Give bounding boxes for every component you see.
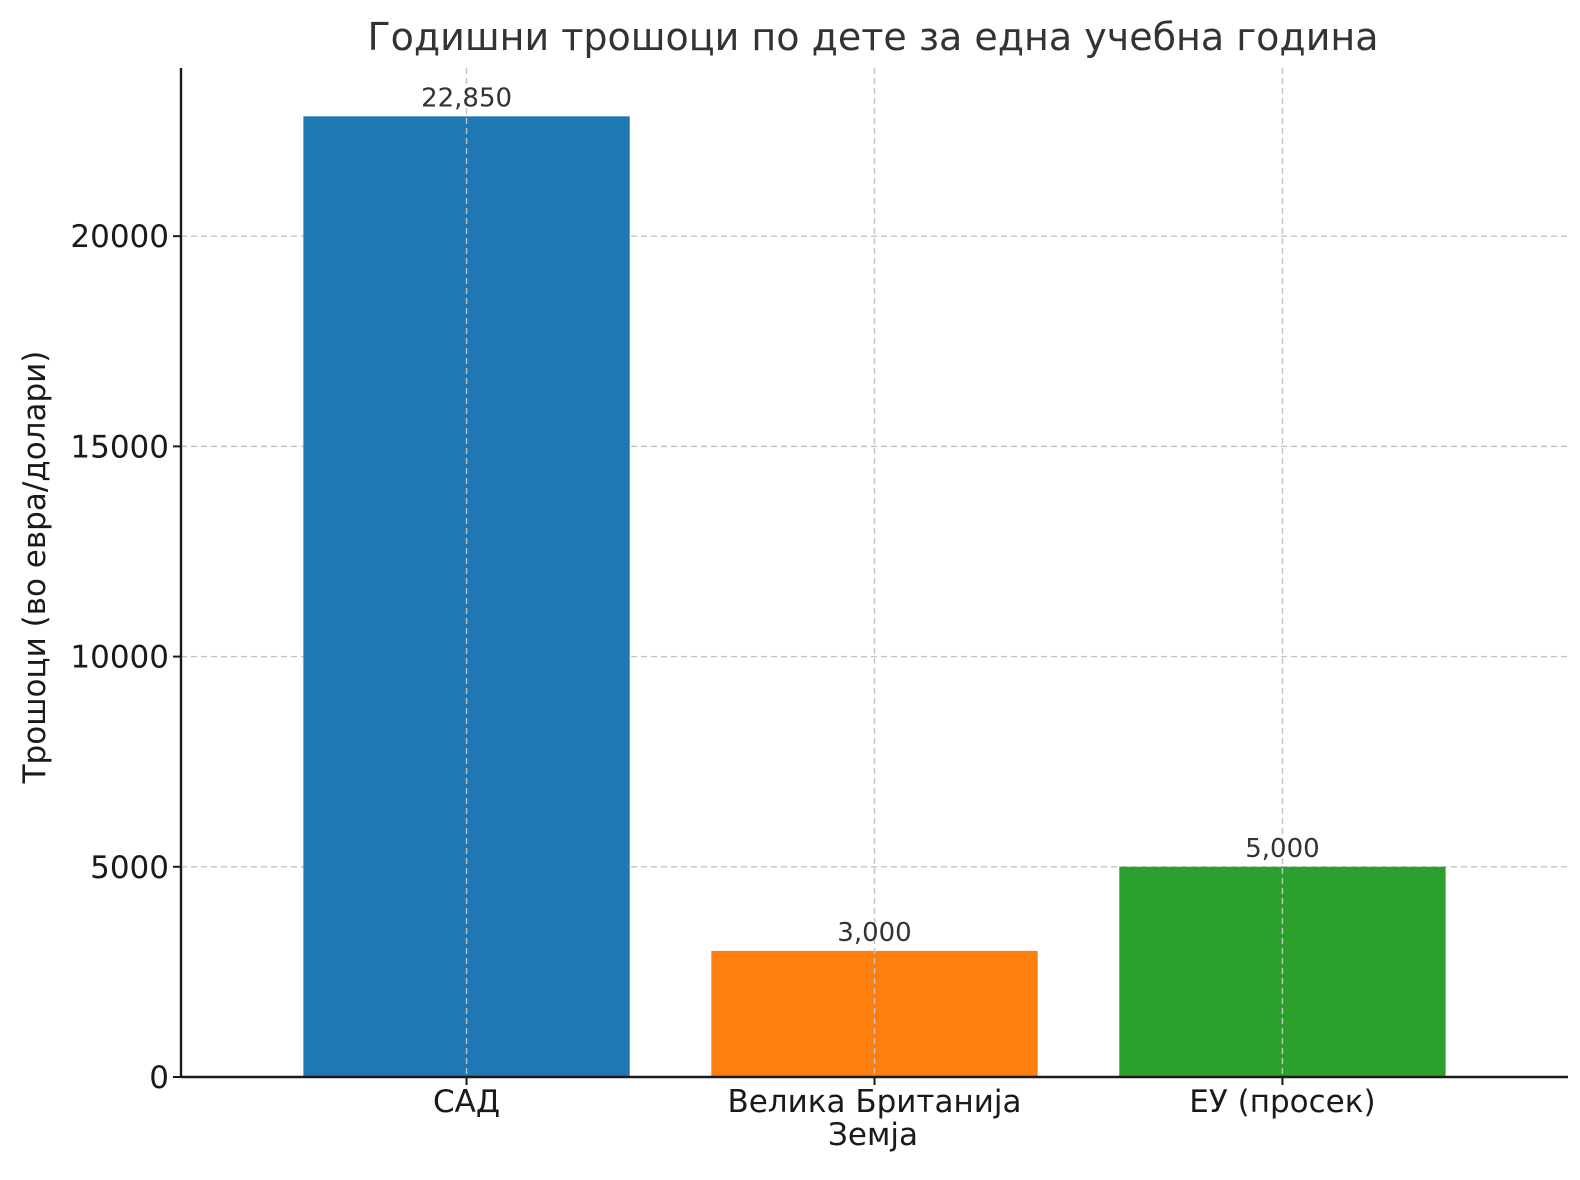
x-tick-label: САД: [433, 1084, 500, 1120]
bar: [303, 116, 630, 1078]
x-tick-label: ЕУ (просек): [1189, 1084, 1375, 1120]
axes-layer: [173, 68, 1568, 1085]
bar-value-label: 3,000: [837, 918, 911, 948]
bar-value-label: 22,850: [421, 83, 512, 113]
x-tick-label: Велика Британија: [727, 1084, 1021, 1120]
chart-title: Годишни трошоци по дете за една учебна г…: [367, 15, 1378, 59]
y-tick-label: 0: [149, 1060, 169, 1096]
y-tick-label: 5000: [90, 850, 169, 886]
x-axis-label: Земја: [828, 1117, 918, 1153]
y-tick-label: 15000: [70, 429, 169, 465]
y-tick-label: 20000: [70, 219, 169, 255]
bar-value-label: 5,000: [1245, 834, 1319, 864]
y-tick-label: 10000: [70, 640, 169, 676]
labels-layer: 0 5000 10000 15000 20000 САД Велика Британија Е…: [70, 83, 1375, 1120]
y-axis-label: Трошоци (во евра/долари): [17, 351, 53, 785]
